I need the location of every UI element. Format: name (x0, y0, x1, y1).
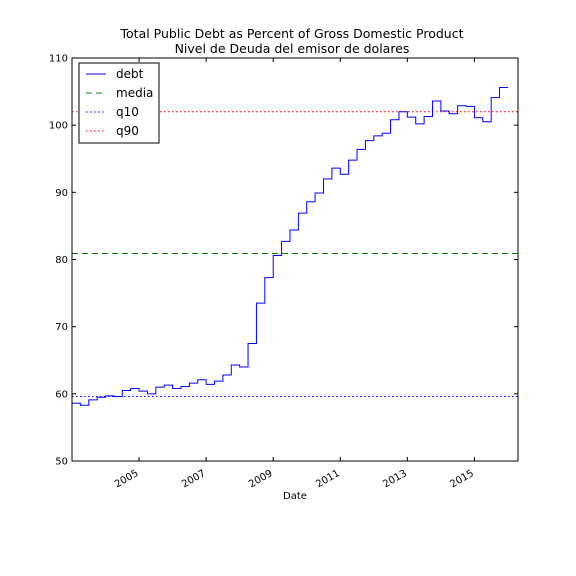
x-tick-label: 2007 (180, 468, 208, 490)
y-tick-label: 50 (55, 457, 68, 468)
series-layer (72, 87, 508, 406)
x-axis: 2005 2007 2009 2011 2013 2015 (113, 58, 476, 490)
x-tick-label: 2011 (314, 468, 342, 490)
y-tick-label: 80 (55, 255, 68, 266)
x-tick-label: 2009 (247, 468, 275, 490)
x-tick-label: 2015 (448, 468, 476, 490)
series-debt (72, 87, 508, 406)
legend-label-q10: q10 (116, 105, 139, 119)
legend-label-debt: debt (116, 67, 144, 81)
x-tick-label: 2013 (381, 468, 409, 490)
legend-label-media: media (116, 86, 153, 100)
x-axis-label: Date (283, 491, 307, 502)
legend-label-q90: q90 (116, 124, 139, 138)
y-tick-label: 60 (55, 389, 68, 400)
chart-subtitle: Nivel de Deuda del emisor de dolares (175, 41, 410, 56)
y-axis: 50 60 70 80 90 100 110 (49, 54, 518, 468)
legend-box (78, 62, 160, 144)
y-tick-label: 90 (55, 188, 68, 199)
x-tick-label: 2005 (113, 468, 141, 490)
y-tick-label: 100 (49, 121, 68, 132)
y-tick-label: 110 (49, 54, 68, 65)
y-tick-label: 70 (55, 322, 68, 333)
reference-lines (72, 111, 518, 398)
legend: debt media q10 q90 (78, 62, 160, 144)
chart-title: Total Public Debt as Percent of Gross Do… (120, 26, 464, 41)
